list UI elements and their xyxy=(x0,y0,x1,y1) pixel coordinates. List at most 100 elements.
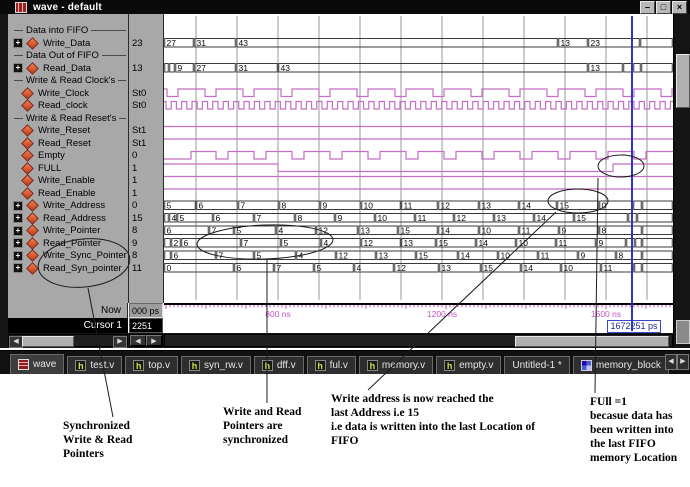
divider-row-write-read-reset-s[interactable]: Write & Read Reset's xyxy=(8,112,128,125)
signal-row-write_enable[interactable]: Write_Enable xyxy=(8,174,128,187)
signal-diamond-icon xyxy=(26,236,39,250)
signal-row-write_reset[interactable]: Write_Reset xyxy=(8,124,128,137)
svg-text:8: 8 xyxy=(619,250,624,260)
minimize-button[interactable]: – xyxy=(640,0,655,14)
signal-row-read_enable[interactable]: Read_Enable xyxy=(8,186,128,200)
expand-plus-icon[interactable]: + xyxy=(13,63,23,73)
signal-value-write_reset: St1 xyxy=(132,125,147,136)
expand-plus-icon[interactable]: + xyxy=(13,250,23,261)
scroll-left-arrow-icon[interactable]: ◀ xyxy=(9,336,23,348)
expand-plus-icon[interactable]: + xyxy=(13,225,23,236)
tab-memory-block[interactable]: memory_block xyxy=(572,356,669,374)
tabs-scroll-left-icon[interactable]: ◀ xyxy=(665,354,677,370)
tab-label: memory.v xyxy=(381,360,426,371)
names-horizontal-scrollbar[interactable]: ◀ ▶ xyxy=(8,334,128,348)
vertical-scrollbar-thumb[interactable] xyxy=(676,54,690,108)
tab-top-v[interactable]: h top.v xyxy=(125,356,178,374)
tab-label: ful.v xyxy=(329,360,348,371)
close-button[interactable]: × xyxy=(672,0,687,14)
tab-memory-v[interactable]: h memory.v xyxy=(358,356,434,374)
tab-empty-v[interactable]: h empty.v xyxy=(436,356,502,374)
hdl-file-icon: h xyxy=(188,360,200,371)
svg-text:5: 5 xyxy=(257,250,262,260)
names-scrollbar-thumb[interactable] xyxy=(22,336,74,347)
svg-text:10: 10 xyxy=(482,225,492,235)
expand-plus-icon[interactable]: + xyxy=(13,200,23,211)
divider-row-write-read-clock-s[interactable]: Write & Read Clock's xyxy=(8,74,128,87)
svg-text:15: 15 xyxy=(439,238,449,248)
restore-button[interactable]: □ xyxy=(656,0,671,14)
signal-row-write_pointer[interactable]: + Write_Pointer xyxy=(8,224,128,237)
signal-row-read_pointer[interactable]: + Read_Pointer xyxy=(8,236,128,250)
divider-dash xyxy=(14,80,23,81)
svg-text:1200 ns: 1200 ns xyxy=(427,309,457,318)
signal-row-read_clock[interactable]: Read_clock xyxy=(8,99,128,112)
waveform-svg: 27 31 43 13 239 27 31 43 135 6 7 8 9 10 11 12 13 14 15 04 5 6… xyxy=(164,16,673,300)
signal-value-read_clock: St0 xyxy=(132,100,147,111)
annotation-note-1: Synchronized Write & Read Pointers xyxy=(63,420,133,460)
signal-row-read_reset[interactable]: Read_Reset xyxy=(8,136,128,150)
expand-plus-icon[interactable]: + xyxy=(13,238,23,248)
signal-row-write_sync_pointer[interactable]: + Write_Sync_Pointer xyxy=(8,249,128,262)
signal-row-write_data[interactable]: + Write_Data xyxy=(8,36,128,50)
svg-text:23: 23 xyxy=(591,38,601,48)
signal-diamond-icon xyxy=(26,224,39,237)
signal-diamond-icon xyxy=(21,124,34,137)
signal-name: Write_Reset xyxy=(38,125,91,136)
tabs-scroll-right-icon[interactable]: ▶ xyxy=(677,354,689,370)
wave-horizontal-scrollbar[interactable] xyxy=(164,334,673,347)
svg-text:6: 6 xyxy=(199,200,204,210)
tab-dff-v[interactable]: h dff.v xyxy=(253,356,304,374)
svg-text:11: 11 xyxy=(522,225,531,235)
svg-text:7: 7 xyxy=(257,213,262,223)
svg-text:43: 43 xyxy=(281,63,291,73)
signal-row-write_address[interactable]: + Write_Address xyxy=(8,199,128,212)
wave-scrollbar-thumb[interactable] xyxy=(515,336,669,347)
signal-value-panel[interactable]: 23 13 St0 St0 St1 St1 0 1 1 1 0 15 8 9 8 11 xyxy=(129,14,164,303)
svg-text:4: 4 xyxy=(299,250,304,260)
signal-row-write_clock[interactable]: Write_Clock xyxy=(8,86,128,100)
horizontal-scroll-row: ◀ ▶ ◀ ▶ xyxy=(8,333,673,348)
tab-wave[interactable]: wave xyxy=(10,354,65,374)
pane-right-arrow-icon[interactable]: ▶ xyxy=(146,335,162,346)
signal-row-empty[interactable]: Empty xyxy=(8,149,128,162)
signal-diamond-icon xyxy=(21,149,34,162)
signal-row-read_address[interactable]: + Read_Address xyxy=(8,211,128,225)
signal-row-read_data[interactable]: + Read_Data xyxy=(8,61,128,75)
tab-test-v[interactable]: h test.v xyxy=(67,356,123,374)
hdl-file-icon: h xyxy=(366,360,378,371)
signal-value-write_address: 0 xyxy=(132,200,138,211)
tab-untitled-1[interactable]: Untitled-1 * xyxy=(504,356,570,374)
scroll-right-arrow-icon[interactable]: ▶ xyxy=(113,336,127,348)
divider-dash xyxy=(14,55,23,56)
tab-ful-v[interactable]: h ful.v xyxy=(306,356,356,374)
annotation-area: Synchronized Write & Read Pointers Write an… xyxy=(0,374,690,487)
svg-text:5: 5 xyxy=(180,213,185,223)
expand-plus-icon[interactable]: + xyxy=(13,38,23,48)
cursor-time-box[interactable]: 1672251 ps xyxy=(607,320,661,333)
wave-vertical-scrollbar[interactable] xyxy=(673,14,690,348)
svg-text:14: 14 xyxy=(524,263,534,273)
signal-row-full[interactable]: FULL xyxy=(8,161,128,175)
divider-dash xyxy=(91,30,126,31)
svg-text:31: 31 xyxy=(197,38,207,48)
divider-row-data-into-fifo[interactable]: Data into FIFO xyxy=(8,24,128,37)
tab-syn-rw-v[interactable]: h syn_rw.v xyxy=(180,356,251,374)
pane-left-arrow-icon[interactable]: ◀ xyxy=(130,335,146,346)
waveform-canvas[interactable]: 27 31 43 13 23 9 27 31 43 13 5 6 7 8 9 10 11 12 13 14 15 0 4 5 6… xyxy=(164,14,673,303)
window-titlebar[interactable]: wave - default – □ × xyxy=(0,0,690,15)
svg-text:14: 14 xyxy=(537,213,547,223)
svg-text:12: 12 xyxy=(339,250,349,260)
expand-plus-icon[interactable]: + xyxy=(13,213,23,223)
svg-text:27: 27 xyxy=(197,63,207,73)
expand-plus-icon[interactable]: + xyxy=(13,263,23,273)
divider-row-data-out-of-fifo[interactable]: Data Out of FIFO xyxy=(8,49,128,62)
signal-name-panel[interactable]: Data into FIFO + Write_Data Data Out of FIF… xyxy=(8,14,129,303)
window-controls: – □ × xyxy=(640,0,687,14)
tab-label: Untitled-1 * xyxy=(512,360,562,371)
svg-text:43: 43 xyxy=(239,38,249,48)
svg-text:1600 ns: 1600 ns xyxy=(591,309,621,318)
svg-text:31: 31 xyxy=(239,63,249,73)
signal-row-read_syn_pointer[interactable]: + Read_Syn_pointer xyxy=(8,261,128,275)
cursor1-label[interactable]: Cursor 1 xyxy=(8,318,128,333)
